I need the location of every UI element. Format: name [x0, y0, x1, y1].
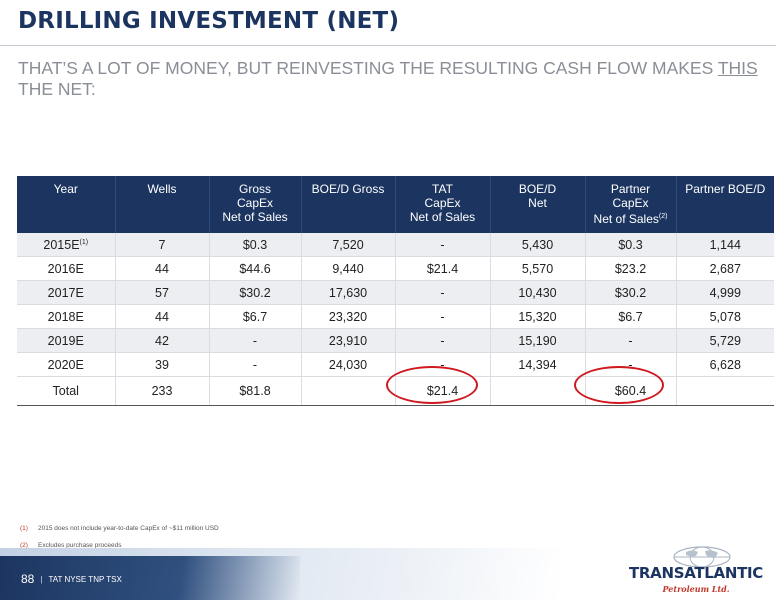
cell-boed-gross: 24,030 — [300, 352, 395, 377]
cell-wells: 39 — [114, 352, 209, 377]
cell-partner: $6.7 — [584, 304, 676, 329]
cell-boed-net: 15,320 — [489, 304, 585, 329]
cell-boed-net: 10,430 — [489, 280, 585, 305]
footer-tickers: TAT NYSE TNP TSX — [48, 574, 122, 584]
table-row: 2019E 42 - 23,910 - 15,190 - 5,729 — [17, 328, 774, 353]
cell-wells: 44 — [114, 304, 209, 329]
footnote: (2) Excludes purchase proceeds — [20, 542, 122, 549]
total-partner-boed — [675, 376, 774, 406]
cell-year: 2015E(1) — [17, 233, 115, 257]
cell-partner-boed: 5,729 — [675, 328, 774, 353]
cell-boed-gross: 17,630 — [300, 280, 395, 305]
slide-title: DRILLING INVESTMENT (NET) — [18, 8, 400, 34]
header-partner-boed: Partner BOE/D — [675, 176, 774, 233]
footnotes: (1) 2015 does not include year-to-date Ca… — [20, 520, 219, 554]
total-gross: $81.8 — [208, 376, 301, 406]
total-wells: 233 — [114, 376, 209, 406]
cell-boed-net: 15,190 — [489, 328, 585, 353]
cell-boed-gross: 9,440 — [300, 256, 395, 281]
subtitle-emphasis: THIS — [717, 58, 758, 78]
cell-partner: $30.2 — [584, 280, 676, 305]
cell-boed-net: 5,430 — [489, 233, 585, 257]
cell-partner-boed: 4,999 — [675, 280, 774, 305]
slide-subtitle: THAT’S A LOT OF MONEY, BUT REINVESTING T… — [18, 58, 768, 100]
footnote: (1) 2015 does not include year-to-date Ca… — [20, 525, 219, 532]
cell-tat: - — [394, 304, 490, 329]
table-row: 2018E 44 $6.7 23,320 - 15,320 $6.7 5,078 — [17, 304, 774, 329]
cell-wells: 57 — [114, 280, 209, 305]
logo-subtitle: Petroleum Ltd. — [662, 584, 730, 594]
table-row: 2016E 44 $44.6 9,440 $21.4 5,570 $23.2 2… — [17, 256, 774, 281]
page-number: 88 — [21, 572, 35, 586]
cell-partner: - — [584, 328, 676, 353]
header-tat-capex: TAT CapEx Net of Sales — [394, 176, 490, 233]
table-row: 2015E(1) 7 $0.3 7,520 - 5,430 $0.3 1,144 — [17, 233, 774, 257]
cell-boed-gross: 7,520 — [300, 233, 395, 257]
cell-gross: - — [208, 328, 301, 353]
cell-boed-gross: 23,910 — [300, 328, 395, 353]
globe-icon — [673, 546, 731, 568]
cell-tat: - — [394, 352, 490, 377]
cell-year: 2020E — [17, 352, 115, 377]
cell-partner: $23.2 — [584, 256, 676, 281]
cell-gross: $30.2 — [208, 280, 301, 305]
cell-year: 2016E — [17, 256, 115, 281]
total-label: Total — [17, 376, 115, 406]
total-boed-net — [489, 376, 585, 406]
table-total-row: Total 233 $81.8 $21.4 $60.4 — [17, 376, 774, 406]
cell-tat: $21.4 — [394, 256, 490, 281]
table-row: 2020E 39 - 24,030 - 14,394 - 6,628 — [17, 352, 774, 377]
header-boed-net: BOE/D Net — [489, 176, 585, 233]
total-tat: $21.4 — [394, 376, 490, 406]
total-partner: $60.4 — [584, 376, 676, 406]
cell-wells: 44 — [114, 256, 209, 281]
header-boed-gross: BOE/D Gross — [300, 176, 395, 233]
header-year: Year — [17, 176, 115, 233]
cell-tat: - — [394, 233, 490, 257]
company-logo: TRANSATLANTIC Petroleum Ltd. — [626, 546, 766, 596]
cell-year: 2018E — [17, 304, 115, 329]
total-boed-gross — [300, 376, 395, 406]
cell-tat: - — [394, 280, 490, 305]
cell-gross: - — [208, 352, 301, 377]
footer-band-dark — [0, 556, 300, 600]
subtitle-pre: THAT’S A LOT OF MONEY, BUT REINVESTING T… — [18, 58, 718, 78]
cell-boed-gross: 23,320 — [300, 304, 395, 329]
drilling-investment-table: Year Wells Gross CapEx Net of Sales BOE/D … — [17, 176, 774, 406]
cell-year: 2019E — [17, 328, 115, 353]
cell-partner-boed: 2,687 — [675, 256, 774, 281]
title-divider — [0, 45, 776, 46]
cell-tat: - — [394, 328, 490, 353]
header-gross-capex: Gross CapEx Net of Sales — [208, 176, 301, 233]
subtitle-post: THE NET: — [18, 79, 96, 99]
cell-partner-boed: 5,078 — [675, 304, 774, 329]
cell-boed-net: 14,394 — [489, 352, 585, 377]
cell-boed-net: 5,570 — [489, 256, 585, 281]
cell-year: 2017E — [17, 280, 115, 305]
cell-gross: $6.7 — [208, 304, 301, 329]
cell-partner: - — [584, 352, 676, 377]
cell-gross: $0.3 — [208, 233, 301, 257]
footer-separator: | — [40, 574, 43, 584]
header-wells: Wells — [114, 176, 209, 233]
cell-gross: $44.6 — [208, 256, 301, 281]
logo-name: TRANSATLANTIC — [628, 564, 764, 582]
cell-partner-boed: 1,144 — [675, 233, 774, 257]
cell-partner: $0.3 — [584, 233, 676, 257]
table-row: 2017E 57 $30.2 17,630 - 10,430 $30.2 4,9… — [17, 280, 774, 305]
table-header-row: Year Wells Gross CapEx Net of Sales BOE/D … — [17, 176, 774, 233]
footer: 88 | TAT NYSE TNP TSX — [21, 572, 122, 586]
header-partner-capex: Partner CapEx Net of Sales(2) — [584, 176, 676, 233]
cell-partner-boed: 6,628 — [675, 352, 774, 377]
cell-wells: 7 — [114, 233, 209, 257]
cell-wells: 42 — [114, 328, 209, 353]
